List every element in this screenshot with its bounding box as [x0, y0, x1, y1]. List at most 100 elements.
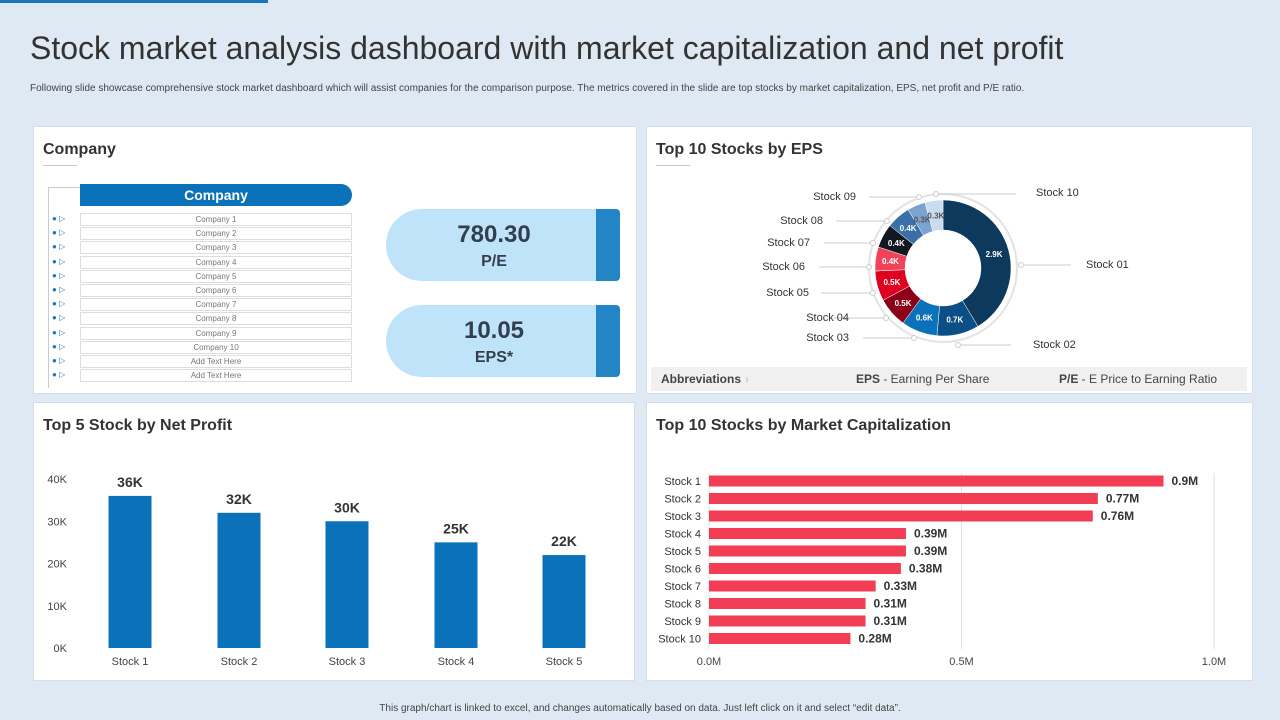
row-marker: ● ▷: [52, 341, 65, 353]
row-marker: ● ▷: [52, 327, 65, 339]
row-marker: ● ▷: [52, 256, 65, 268]
leader-dot: [933, 191, 939, 197]
donut-data-label: 0.7K: [946, 316, 963, 325]
abbr-eps-key: EPS: [856, 372, 881, 386]
row-marker: ● ▷: [52, 369, 65, 381]
bar-data-label: 32K: [226, 491, 252, 507]
triangle-right-icon: ▷: [59, 327, 66, 337]
market-cap-bar-chart: 0.0M 0.5M 1.0M Stock 1 0.9M Stock 2 0.77M Stock…: [658, 473, 1226, 668]
donut-category-label: Stock 03: [806, 332, 849, 344]
y-category-label: Stock 10: [658, 634, 701, 646]
bullet-dot-icon: ●: [52, 313, 57, 323]
panel-title: Top 10 Stocks by EPS: [656, 141, 823, 158]
y-category-label: Stock 4: [664, 529, 701, 541]
bullet-dot-icon: ●: [52, 327, 57, 337]
donut-data-label: 0.3K: [927, 211, 944, 220]
y-tick-label: 20K: [47, 559, 67, 571]
bullet-dot-icon: ●: [52, 299, 57, 309]
footer-note: This graph/chart is linked to excel, and…: [379, 703, 901, 714]
list-bracket: [48, 187, 81, 388]
net-profit-bar-chart: 0K 10K 20K 30K 40K 36K Stock 1 32K Stock 2 30K Sto…: [47, 474, 586, 668]
y-category-label: Stock 8: [664, 599, 701, 611]
donut-category-label: Stock 09: [813, 191, 856, 203]
bar: [709, 545, 906, 557]
pe-label: P/E: [481, 253, 507, 270]
bullet-dot-icon: ●: [52, 341, 57, 351]
leader-dot: [883, 315, 889, 321]
bar: [108, 495, 152, 648]
bar: [709, 615, 866, 627]
donut-data-label: 0.4K: [900, 224, 917, 233]
bar: [709, 598, 866, 609]
leader-dot: [866, 264, 872, 270]
bullet-dot-icon: ●: [52, 256, 57, 266]
company-row: Company 2: [80, 227, 352, 241]
company-row: Company 10: [80, 340, 352, 354]
row-marker: ● ▷: [52, 355, 65, 367]
row-marker: ● ▷: [52, 298, 65, 310]
pe-value: 780.30: [457, 221, 531, 248]
bullet-dot-icon: ●: [52, 270, 57, 280]
bar-data-label: 0.39M: [914, 544, 947, 558]
bar-data-label: 0.77M: [1106, 492, 1139, 506]
eps-kpi-card: 10.05 EPS*: [386, 305, 602, 377]
panel-title: Top 5 Stock by Net Profit: [43, 417, 233, 434]
donut-data-label: 0.4K: [888, 239, 905, 248]
triangle-right-icon: ▷: [59, 313, 66, 323]
top-accent-line: [0, 0, 268, 3]
abbr-eps-text: - Earning Per Share: [880, 372, 990, 386]
row-marker: ● ▷: [52, 284, 65, 296]
donut-category-label: Stock 01: [1086, 259, 1129, 271]
bar: [709, 633, 851, 644]
bar-data-label: 0.31M: [874, 597, 907, 611]
triangle-right-icon: ▷: [59, 370, 66, 380]
abbr-pe-text: - E Price to Earning Ratio: [1078, 372, 1218, 386]
company-row: Company 3: [80, 241, 352, 255]
donut-category-label: Stock 05: [766, 287, 809, 299]
donut-slice: [924, 199, 944, 232]
leader-dot: [870, 240, 876, 246]
triangle-right-icon: ▷: [59, 270, 66, 280]
company-row: Company 5: [80, 269, 352, 283]
bar-data-label: 0.38M: [909, 562, 942, 576]
donut-category-label: Stock 10: [1036, 187, 1079, 199]
bar: [709, 563, 901, 574]
donut-data-label: 2.9K: [986, 250, 1003, 259]
leader-dot: [870, 290, 876, 296]
y-category-label: Stock 6: [664, 564, 701, 576]
bar-data-label: 0.39M: [914, 527, 947, 541]
leader-dot: [1018, 262, 1024, 268]
bar: [325, 521, 369, 648]
company-panel: Company Company ● ▷ Company 1 ● ▷ Company 2…: [33, 126, 637, 394]
bar-data-label: 25K: [443, 520, 469, 536]
y-category-label: Stock 3: [664, 511, 701, 523]
x-tick-label: 0.0M: [697, 656, 721, 668]
x-tick-label: 0.5M: [949, 656, 973, 668]
company-row: Company 9: [80, 326, 352, 340]
page-subtitle: Following slide showcase comprehensive s…: [30, 83, 1025, 94]
panel-title: Top 10 Stocks by Market Capitalization: [656, 417, 951, 434]
bar: [217, 512, 261, 648]
bar: [709, 528, 906, 539]
row-marker: ● ▷: [52, 270, 65, 282]
triangle-right-icon: ▷: [59, 228, 66, 238]
company-row: Company 6: [80, 284, 352, 297]
eps-kpi-accent: [596, 305, 620, 377]
leader-dot: [911, 335, 917, 341]
bar-data-label: 0.33M: [884, 579, 917, 593]
triangle-right-icon: ▷: [59, 285, 66, 294]
chevron-right-icon: ›: [745, 372, 749, 386]
bar: [434, 542, 478, 648]
pe-kpi-accent: [596, 209, 620, 281]
bullet-dot-icon: ●: [52, 228, 57, 238]
company-row: Company 8: [80, 312, 352, 326]
bar: [709, 510, 1093, 522]
bullet-dot-icon: ●: [52, 242, 57, 252]
bar-data-label: 0.76M: [1101, 509, 1134, 523]
donut-data-label: 0.4K: [882, 257, 899, 266]
company-row: Add Text Here: [80, 369, 352, 383]
bar-data-label: 0.28M: [858, 632, 891, 646]
triangle-right-icon: ▷: [59, 356, 66, 365]
x-tick-label: Stock 5: [546, 656, 583, 668]
eps-value: 10.05: [463, 317, 525, 344]
